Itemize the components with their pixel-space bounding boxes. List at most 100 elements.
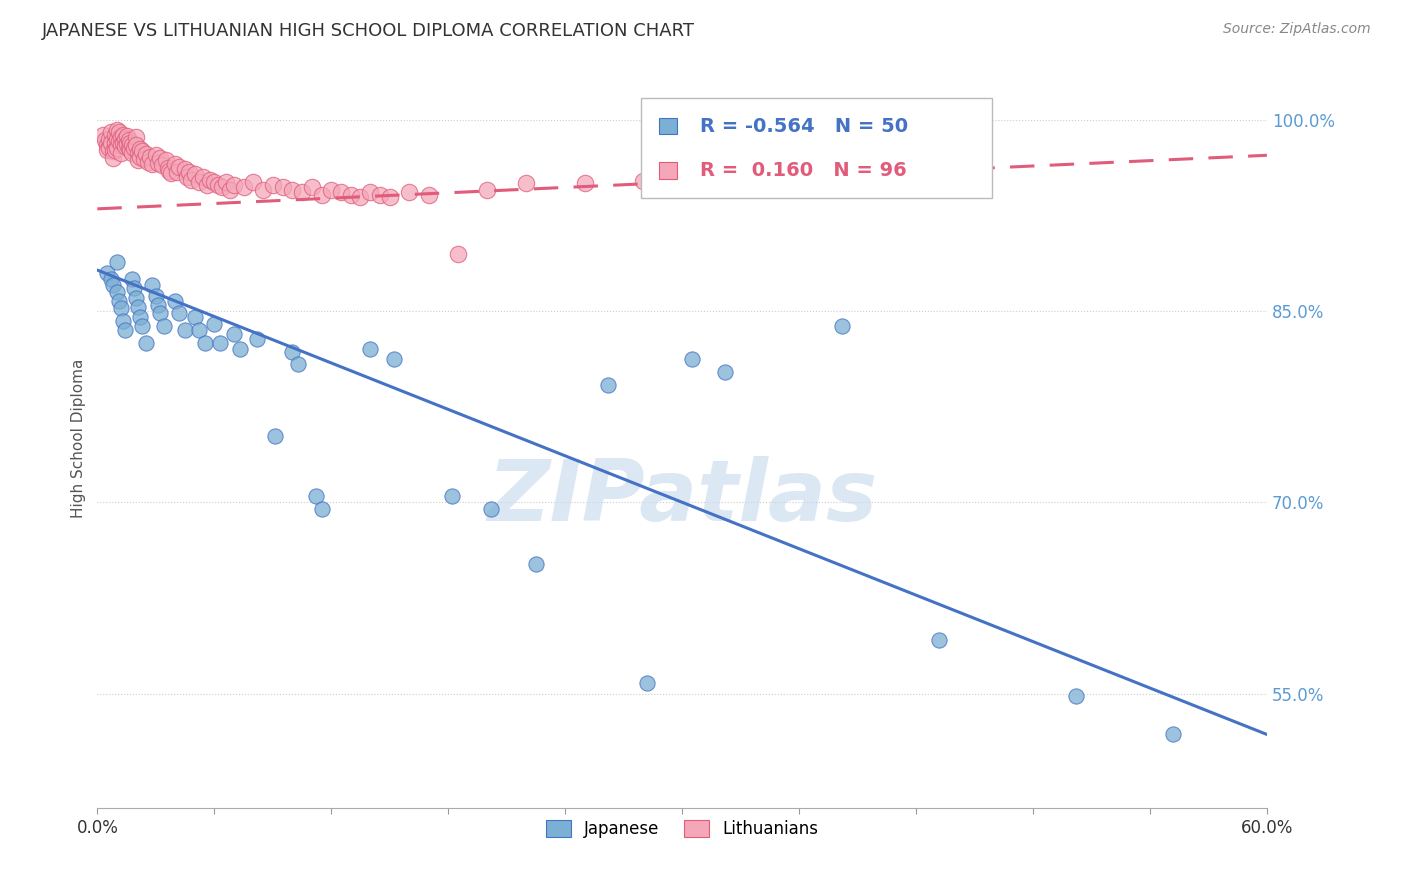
Point [125, 138, 148, 153]
Point [263, 429, 285, 443]
Point [165, 157, 187, 171]
Point [104, 143, 127, 157]
Point [207, 178, 229, 192]
Point [242, 175, 264, 189]
Text: Source: ZipAtlas.com: Source: ZipAtlas.com [1223, 22, 1371, 37]
Point [222, 178, 245, 192]
Point [311, 187, 333, 202]
Point [211, 180, 233, 194]
Point [524, 557, 547, 571]
Point [129, 142, 152, 156]
Point [271, 180, 294, 194]
Point [101, 145, 124, 159]
Point [107, 293, 129, 308]
Point [321, 183, 343, 197]
Point [339, 187, 361, 202]
Point [281, 183, 304, 197]
Point [1064, 689, 1087, 703]
Point [596, 378, 619, 392]
Point [114, 323, 136, 337]
Point [96, 266, 118, 280]
Point [110, 138, 132, 153]
Point [104, 128, 127, 142]
Point [160, 166, 183, 180]
Point [184, 310, 207, 325]
Bar [641, 98, 993, 198]
Point [141, 278, 163, 293]
Point [636, 676, 658, 690]
Text: R =  0.160   N = 96: R = 0.160 N = 96 [700, 161, 907, 180]
Point [135, 335, 157, 350]
Point [349, 190, 371, 204]
Point [124, 281, 146, 295]
Point [184, 168, 207, 182]
Point [100, 272, 122, 286]
Point [447, 246, 470, 260]
Point [165, 293, 187, 308]
Point [441, 489, 464, 503]
Point [120, 143, 142, 157]
Point [98, 140, 121, 154]
Point [146, 156, 169, 170]
Point [134, 152, 156, 166]
Point [219, 183, 242, 197]
Point [129, 310, 152, 325]
Point [100, 136, 122, 150]
Point [311, 501, 333, 516]
Point [330, 186, 353, 200]
Text: ZIPatlas: ZIPatlas [486, 456, 877, 539]
Point [107, 134, 129, 148]
Point [117, 140, 139, 154]
Point [477, 183, 499, 197]
Point [155, 153, 177, 168]
Point [127, 145, 149, 160]
Point [631, 174, 654, 188]
Point [305, 489, 328, 503]
Point [368, 187, 391, 202]
Point [136, 154, 159, 169]
Point [193, 335, 215, 350]
Point [117, 133, 139, 147]
Point [180, 172, 202, 186]
Point [145, 148, 167, 162]
Point [515, 177, 537, 191]
Point [127, 300, 149, 314]
Point [111, 128, 134, 142]
Point [174, 162, 197, 177]
Bar [659, 162, 676, 178]
Point [398, 186, 420, 200]
Point [131, 319, 153, 334]
Point [301, 180, 323, 194]
Point [359, 186, 381, 200]
Point [378, 190, 401, 204]
Point [159, 163, 181, 178]
Point [176, 169, 198, 184]
Point [167, 306, 190, 320]
Point [96, 138, 118, 153]
Point [104, 136, 127, 150]
Point [252, 183, 274, 197]
Point [359, 342, 381, 356]
Point [150, 159, 173, 173]
Bar [659, 118, 676, 135]
Point [202, 317, 225, 331]
Point [115, 136, 138, 151]
Point [91, 128, 114, 142]
Point [114, 131, 136, 145]
Point [149, 151, 172, 165]
Point [105, 285, 128, 299]
Point [121, 145, 143, 160]
Point [215, 175, 238, 189]
Point [232, 180, 254, 194]
Point [202, 175, 225, 189]
Point [1163, 727, 1185, 741]
Point [382, 352, 405, 367]
Point [710, 166, 733, 180]
Point [152, 319, 174, 334]
Point [115, 129, 138, 144]
Point [191, 169, 214, 184]
Y-axis label: High School Diploma: High School Diploma [72, 359, 86, 518]
Point [131, 145, 153, 159]
Point [228, 342, 250, 356]
Point [114, 139, 136, 153]
